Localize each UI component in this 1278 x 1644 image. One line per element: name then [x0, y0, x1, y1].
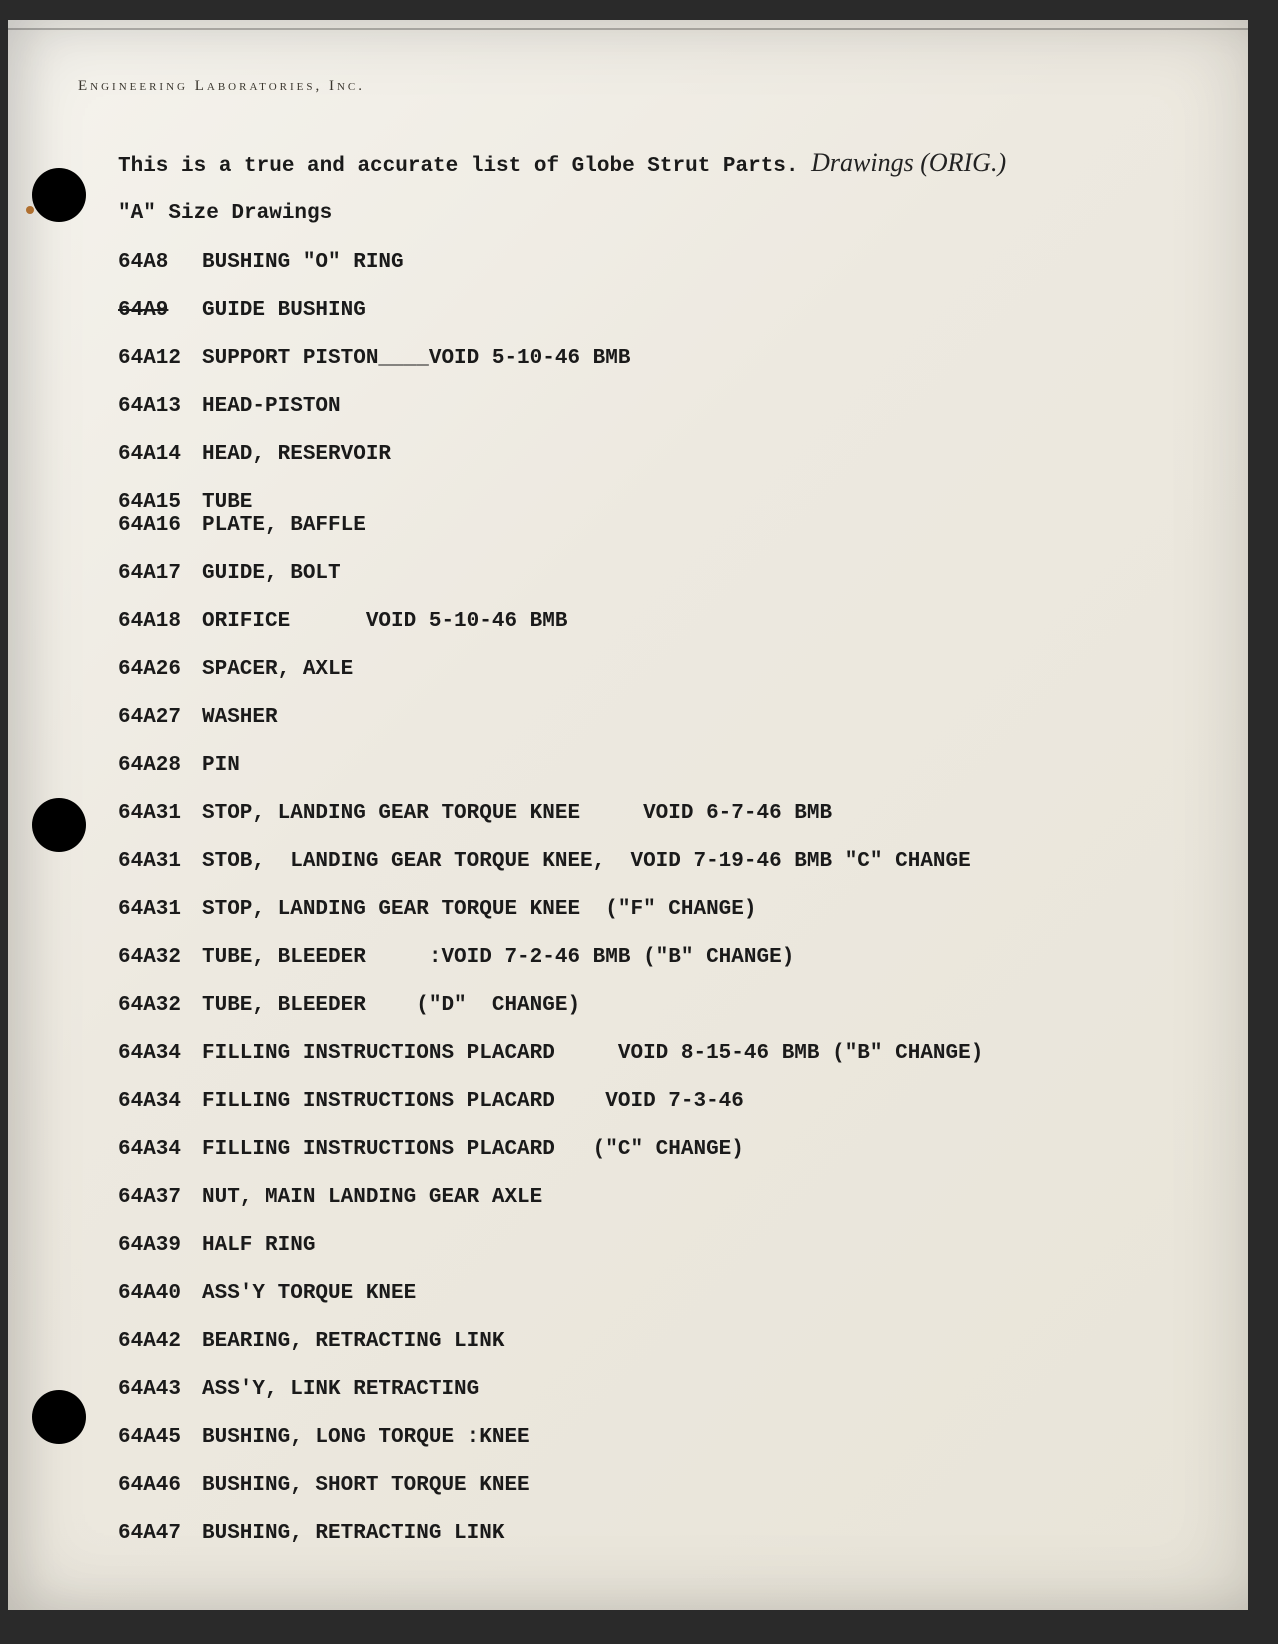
part-number: 64A18	[118, 611, 202, 632]
punch-hole-bottom	[32, 1390, 86, 1444]
part-number: 64A17	[118, 563, 202, 584]
punch-hole-top	[32, 168, 86, 222]
part-number: 64A34	[118, 1139, 202, 1160]
parts-list: 64A8BUSHING "O" RING64A9GUIDE BUSHING64A…	[118, 252, 1188, 1544]
part-description: GUIDE BUSHING	[202, 300, 1188, 321]
title-typed: This is a true and accurate list of Glob…	[118, 155, 799, 178]
part-number: 64A37	[118, 1187, 202, 1208]
parts-row: 64A8BUSHING "O" RING	[118, 252, 1188, 273]
part-description: BUSHING, LONG TORQUE :KNEE	[202, 1427, 1188, 1448]
parts-row: 64A34FILLING INSTRUCTIONS PLACARD ("C" C…	[118, 1139, 1188, 1160]
part-number: 64A14	[118, 444, 202, 465]
part-description: PIN	[202, 755, 1188, 776]
part-number: 64A34	[118, 1091, 202, 1112]
parts-row: 64A43ASS'Y, LINK RETRACTING	[118, 1379, 1188, 1400]
parts-row: 64A27WASHER	[118, 707, 1188, 728]
part-number: 64A13	[118, 396, 202, 417]
part-description: BUSHING, SHORT TORQUE KNEE	[202, 1475, 1188, 1496]
part-number: 64A43	[118, 1379, 202, 1400]
part-number: 64A40	[118, 1283, 202, 1304]
part-description: ASS'Y TORQUE KNEE	[202, 1283, 1188, 1304]
parts-row: 64A13HEAD-PISTON	[118, 396, 1188, 417]
part-description: ASS'Y, LINK RETRACTING	[202, 1379, 1188, 1400]
part-description: HEAD, RESERVOIR	[202, 444, 1188, 465]
part-number: 64A34	[118, 1043, 202, 1064]
part-number: 64A26	[118, 659, 202, 680]
part-description: FILLING INSTRUCTIONS PLACARD ("C" CHANGE…	[202, 1139, 1188, 1160]
part-number: 64A45	[118, 1427, 202, 1448]
part-description: ORIFICE VOID 5-10-46 BMB	[202, 611, 1188, 632]
parts-row: 64A31STOP, LANDING GEAR TORQUE KNEE VOID…	[118, 803, 1188, 824]
title-line: This is a true and accurate list of Glob…	[118, 150, 1188, 177]
scanned-page: Engineering Laboratories, Inc. This is a…	[8, 20, 1248, 1610]
parts-row: 64A9GUIDE BUSHING	[118, 300, 1188, 321]
part-description: BEARING, RETRACTING LINK	[202, 1331, 1188, 1352]
part-number: 64A27	[118, 707, 202, 728]
part-number: 64A32	[118, 947, 202, 968]
parts-row: 64A34FILLING INSTRUCTIONS PLACARD VOID 8…	[118, 1043, 1188, 1064]
part-description: HEAD-PISTON	[202, 396, 1188, 417]
parts-row: 64A37NUT, MAIN LANDING GEAR AXLE	[118, 1187, 1188, 1208]
parts-row: 64A18ORIFICE VOID 5-10-46 BMB	[118, 611, 1188, 632]
part-description: PLATE, BAFFLE	[202, 515, 1188, 536]
parts-row: 64A39HALF RING	[118, 1235, 1188, 1256]
title-handwritten: Drawings (ORIG.)	[811, 148, 1006, 177]
parts-row: 64A17GUIDE, BOLT	[118, 563, 1188, 584]
part-number: 64A32	[118, 995, 202, 1016]
part-number: 64A9	[118, 300, 202, 321]
part-number: 64A31	[118, 803, 202, 824]
part-description: SPACER, AXLE	[202, 659, 1188, 680]
drawings-size-heading: "A" Size Drawings	[118, 203, 1188, 224]
document-body: This is a true and accurate list of Glob…	[118, 150, 1188, 1571]
parts-row: 64A28PIN	[118, 755, 1188, 776]
part-number: 64A12	[118, 348, 202, 369]
part-number: 64A46	[118, 1475, 202, 1496]
parts-row: 64A16PLATE, BAFFLE	[118, 515, 1188, 536]
part-number: 64A28	[118, 755, 202, 776]
part-description: STOP, LANDING GEAR TORQUE KNEE VOID 6-7-…	[202, 803, 1188, 824]
parts-row: 64A34FILLING INSTRUCTIONS PLACARD VOID 7…	[118, 1091, 1188, 1112]
parts-row: 64A45BUSHING, LONG TORQUE :KNEE	[118, 1427, 1188, 1448]
parts-row: 64A14HEAD, RESERVOIR	[118, 444, 1188, 465]
part-description: TUBE	[202, 492, 1188, 513]
part-number: 64A39	[118, 1235, 202, 1256]
part-description: WASHER	[202, 707, 1188, 728]
part-description: FILLING INSTRUCTIONS PLACARD VOID 7-3-46	[202, 1091, 1188, 1112]
part-description: NUT, MAIN LANDING GEAR AXLE	[202, 1187, 1188, 1208]
parts-row: 64A12SUPPORT PISTON____VOID 5-10-46 BMB	[118, 348, 1188, 369]
part-number: 64A8	[118, 252, 202, 273]
part-description: GUIDE, BOLT	[202, 563, 1188, 584]
parts-row: 64A32TUBE, BLEEDER ("D" CHANGE)	[118, 995, 1188, 1016]
part-description: HALF RING	[202, 1235, 1188, 1256]
letterhead: Engineering Laboratories, Inc.	[78, 78, 365, 95]
parts-row: 64A42BEARING, RETRACTING LINK	[118, 1331, 1188, 1352]
part-description: STOP, LANDING GEAR TORQUE KNEE ("F" CHAN…	[202, 899, 1188, 920]
parts-row: 64A40ASS'Y TORQUE KNEE	[118, 1283, 1188, 1304]
part-number: 64A31	[118, 851, 202, 872]
part-number: 64A47	[118, 1523, 202, 1544]
parts-row: 64A32TUBE, BLEEDER :VOID 7-2-46 BMB ("B"…	[118, 947, 1188, 968]
part-number: 64A16	[118, 515, 202, 536]
parts-row: 64A31STOB, LANDING GEAR TORQUE KNEE, VOI…	[118, 851, 1188, 872]
part-description: TUBE, BLEEDER :VOID 7-2-46 BMB ("B" CHAN…	[202, 947, 1188, 968]
part-number: 64A15	[118, 492, 202, 513]
parts-row: 64A15TUBE	[118, 492, 1188, 513]
part-number: 64A42	[118, 1331, 202, 1352]
punch-hole-middle	[32, 798, 86, 852]
parts-row: 64A47BUSHING, RETRACTING LINK	[118, 1523, 1188, 1544]
part-description: BUSHING, RETRACTING LINK	[202, 1523, 1188, 1544]
part-description: BUSHING "O" RING	[202, 252, 1188, 273]
parts-row: 64A46BUSHING, SHORT TORQUE KNEE	[118, 1475, 1188, 1496]
parts-row: 64A31STOP, LANDING GEAR TORQUE KNEE ("F"…	[118, 899, 1188, 920]
parts-row: 64A26SPACER, AXLE	[118, 659, 1188, 680]
part-description: TUBE, BLEEDER ("D" CHANGE)	[202, 995, 1188, 1016]
part-number: 64A31	[118, 899, 202, 920]
part-description: STOB, LANDING GEAR TORQUE KNEE, VOID 7-1…	[202, 851, 1188, 872]
part-description: FILLING INSTRUCTIONS PLACARD VOID 8-15-4…	[202, 1043, 1188, 1064]
part-description: SUPPORT PISTON____VOID 5-10-46 BMB	[202, 348, 1188, 369]
